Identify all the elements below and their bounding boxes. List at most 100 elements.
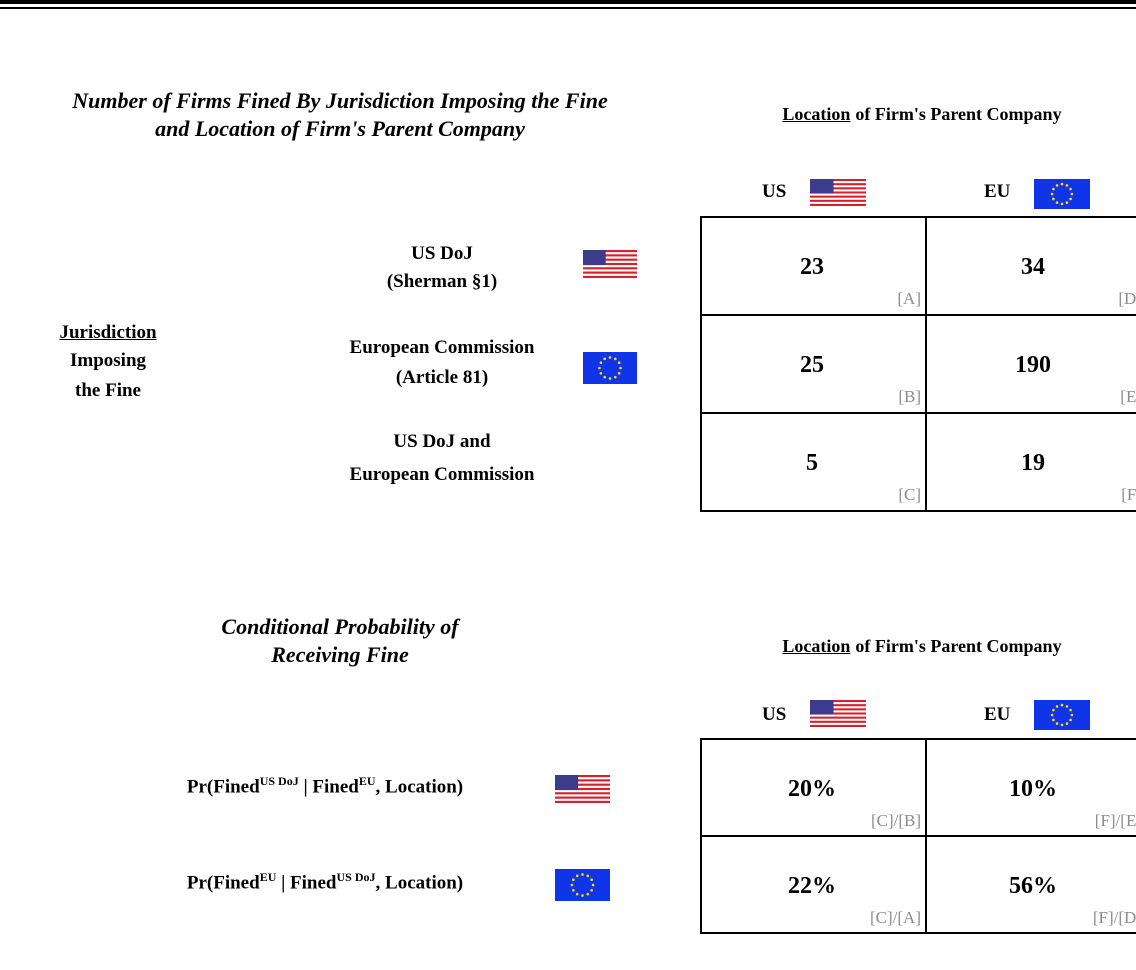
cell-value: 34	[1021, 254, 1045, 280]
flag-part	[617, 371, 621, 375]
flag-part	[810, 195, 866, 198]
title: Conditional Probability of	[221, 614, 459, 639]
header: Location of Firm's Parent Company	[702, 104, 1136, 125]
flag-part	[1052, 718, 1055, 722]
flag-part	[1069, 718, 1072, 722]
pr-part: , Location)	[375, 776, 464, 798]
header-underlined: Location	[782, 104, 851, 124]
flag-part	[1055, 705, 1059, 708]
row-label: US DoJ and	[393, 431, 491, 452]
flag-part	[583, 258, 637, 261]
row-label: European Commission	[349, 337, 535, 358]
row-label: (Sherman §1)	[386, 271, 498, 292]
flag-part	[1065, 184, 1069, 187]
column-label: US	[762, 704, 787, 725]
flag-part	[810, 191, 866, 194]
flag-part	[555, 775, 610, 778]
pr-part: Pr(Fined	[186, 872, 260, 894]
cell-value: 25	[800, 352, 824, 378]
flag-part	[572, 878, 575, 882]
flag-part	[583, 250, 606, 266]
cell-value: 190	[1015, 352, 1051, 378]
column-label: US	[762, 181, 787, 202]
flag-part	[1070, 713, 1074, 717]
flag-part	[570, 883, 574, 887]
cell-value: 10%	[1009, 776, 1057, 802]
cell-value: 5	[806, 450, 818, 476]
flag-part	[1060, 202, 1064, 206]
flag-part	[555, 775, 579, 791]
flag-part	[1060, 182, 1064, 186]
flag-part	[810, 700, 866, 703]
flag-part	[1069, 708, 1072, 712]
flag-part	[575, 892, 579, 896]
flag-part	[1069, 197, 1072, 201]
flag-part	[591, 883, 595, 887]
us-flag	[810, 700, 866, 727]
cell-code: [D]	[1118, 289, 1136, 308]
pr-part: | Fined	[298, 776, 359, 798]
flag-part	[599, 371, 603, 375]
flag-part	[583, 275, 637, 278]
flag-part	[583, 271, 637, 274]
flag-part	[810, 179, 834, 194]
pr-sup: EU	[358, 774, 376, 788]
pr-part: Pr(Fined	[186, 776, 260, 798]
flag-part	[575, 874, 579, 878]
flag-part	[583, 254, 637, 257]
flag-part	[810, 179, 866, 182]
side-label: Imposing	[69, 350, 147, 371]
eu-flag	[555, 869, 610, 901]
side-label: Jurisdiction	[59, 322, 157, 343]
flag-part	[613, 375, 617, 379]
pr-part: , Location)	[375, 872, 464, 894]
flag-part	[1052, 187, 1055, 191]
flag-part	[617, 361, 621, 365]
flag-part	[810, 700, 834, 715]
cell-value: 23	[800, 254, 824, 280]
cell-code: [F]	[1121, 485, 1136, 504]
flag-part	[590, 878, 593, 882]
row-label: Pr(FinedEU | FinedUS DoJ, Location)	[115, 870, 535, 894]
rule-thick	[0, 0, 1136, 4]
flag-part	[555, 800, 610, 803]
flag-part	[583, 262, 637, 266]
flag-part	[598, 366, 601, 370]
cell-value: 19	[1021, 450, 1045, 476]
flag-part	[555, 796, 610, 799]
flag-part	[1060, 703, 1064, 707]
flag-part	[1055, 184, 1059, 187]
flag-part	[1050, 192, 1054, 196]
flag-part	[1052, 708, 1055, 712]
flag-part	[1065, 722, 1069, 725]
flag-part	[810, 724, 866, 727]
flag-part	[586, 892, 590, 896]
title: Receiving Fine	[271, 642, 409, 667]
row-label: (Article 81)	[395, 367, 489, 388]
flag-part	[810, 716, 866, 719]
flag-part	[810, 199, 866, 202]
flag-part	[603, 357, 607, 361]
row-label: Pr(FinedUS DoJ | FinedEU, Location)	[115, 774, 535, 798]
side-label: the Fine	[75, 380, 141, 401]
header-rest: of Firm's Parent Company	[855, 636, 1062, 656]
cell-code: [C]	[898, 485, 921, 504]
eu-flag	[1034, 179, 1090, 209]
flag-part	[608, 377, 612, 380]
flag-part	[810, 187, 866, 190]
flag-part	[583, 250, 637, 253]
flag-part	[1065, 201, 1069, 204]
flag-part	[583, 267, 637, 270]
title: and Location of Firm's Parent Company	[155, 116, 525, 141]
cell-code: [C]/[B]	[870, 811, 921, 830]
column-label: EU	[984, 704, 1011, 725]
eu-flag	[583, 352, 637, 384]
pr-part: | Fined	[276, 872, 337, 894]
cell-code: [E]	[1120, 387, 1136, 406]
flag-part	[555, 783, 610, 786]
row-label: European Commission	[349, 464, 535, 485]
flag-part	[1052, 197, 1055, 201]
row-label: US DoJ	[411, 243, 473, 264]
flag-part	[810, 203, 866, 206]
